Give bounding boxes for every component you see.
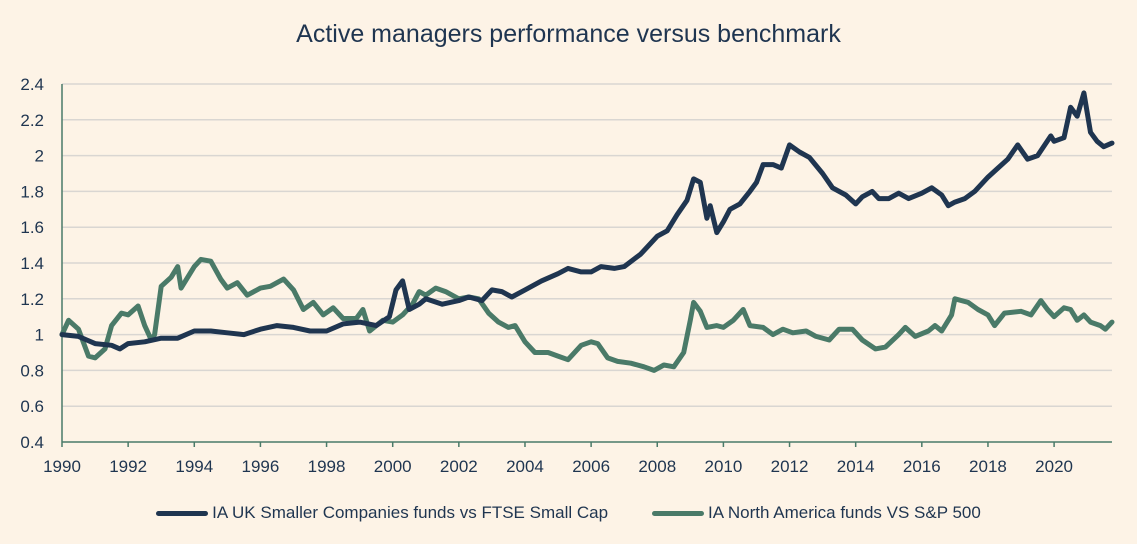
y-tick-label: 2.4 [20,75,44,94]
x-tick-label: 2018 [969,457,1007,476]
x-tick-label: 2002 [440,457,478,476]
legend-swatch-na [652,510,705,516]
legend-item-uk: IA UK Smaller Companies funds vs FTSE Sm… [156,503,608,523]
x-tick-label: 2016 [903,457,941,476]
y-tick-label: 1 [35,326,44,345]
legend-swatch-uk [156,510,209,516]
series-line-uk-smaller-companies [59,90,1115,352]
legend-label-na: IA North America funds VS S&P 500 [708,503,981,522]
y-tick-label: 0.4 [20,433,44,452]
legend-item-na: IA North America funds VS S&P 500 [652,503,981,523]
y-tick-label: 1.4 [20,254,44,273]
chart-title: Active managers performance versus bench… [296,20,841,48]
y-tick-label: 2 [35,147,44,166]
x-tick-label: 2020 [1035,457,1073,476]
x-tick-label: 2010 [704,457,742,476]
legend: IA UK Smaller Companies funds vs FTSE Sm… [0,503,1137,523]
x-tick-label: 2012 [771,457,809,476]
x-tick-label: 1990 [43,457,81,476]
legend-label-uk: IA UK Smaller Companies funds vs FTSE Sm… [212,503,609,522]
y-tick-label: 1.8 [20,182,44,201]
y-tick-label: 1.2 [20,290,44,309]
x-tick-label: 2004 [506,457,544,476]
x-tick-label: 1992 [109,457,147,476]
x-tick-label: 2000 [374,457,412,476]
series-line-north-america [59,256,1115,373]
y-tick-label: 1.6 [20,218,44,237]
y-tick-label: 0.8 [20,361,44,380]
x-tick-label: 2014 [837,457,875,476]
x-tick-label: 2006 [572,457,610,476]
x-tick-label: 2008 [638,457,676,476]
x-tick-label: 1996 [242,457,280,476]
y-tick-label: 2.2 [20,111,44,130]
x-tick-label: 1994 [175,457,213,476]
y-tick-label: 0.6 [20,397,44,416]
x-tick-label: 1998 [308,457,346,476]
